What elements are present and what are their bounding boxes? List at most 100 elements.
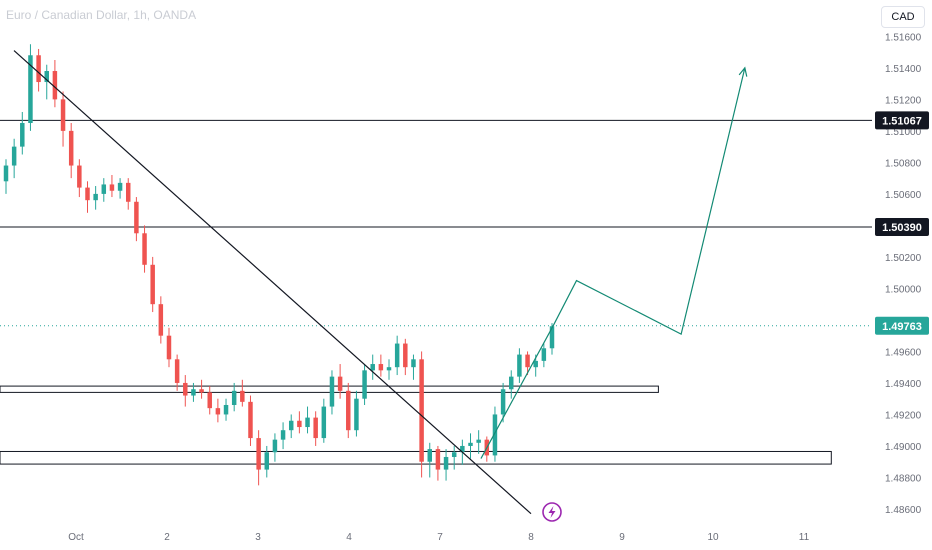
candle-body: [3, 165, 9, 182]
lightning-icon[interactable]: [542, 502, 562, 522]
candle-body: [451, 452, 457, 457]
candle-body: [240, 390, 245, 402]
candle-body: [36, 55, 41, 83]
candle-body: [362, 370, 367, 399]
svg-text:1.51067: 1.51067: [882, 115, 922, 127]
candle-body: [20, 123, 25, 147]
svg-text:1.50390: 1.50390: [882, 222, 922, 234]
candle-body: [158, 304, 164, 336]
time-tick-label: 11: [799, 532, 810, 543]
time-tick-label: 3: [255, 532, 261, 543]
candle-body: [492, 414, 498, 456]
candle-body: [337, 376, 343, 391]
time-tick-label: 7: [437, 532, 443, 543]
price-tick-label: 1.50000: [885, 284, 922, 295]
price-tick-label: 1.50800: [885, 158, 922, 169]
currency-button[interactable]: CAD: [881, 6, 925, 28]
last-price-label: 1.49763: [875, 316, 929, 335]
candle-body: [101, 184, 107, 194]
support-zones: [0, 385, 832, 465]
candle-body: [223, 404, 229, 415]
price-tick-label: 1.51200: [885, 95, 922, 106]
candle-body: [419, 359, 424, 462]
price-tick-label: 1.50600: [885, 190, 922, 201]
candle-body: [166, 335, 172, 360]
chart-title: Euro / Canadian Dollar, 1h, OANDA: [6, 8, 197, 22]
candle-body: [378, 364, 384, 371]
candle-body: [93, 193, 98, 201]
candle-body: [150, 264, 155, 305]
candle-body: [549, 326, 555, 349]
candle-body: [272, 439, 278, 453]
price-scale[interactable]: 1.51600 1.51400 1.51200 1.51000 1.50800 1.506…: [872, 0, 932, 528]
svg-text:1.49763: 1.49763: [882, 321, 922, 333]
price-tick-label: 1.51400: [885, 64, 922, 75]
candle-body: [435, 449, 441, 470]
candle-body: [207, 392, 212, 409]
time-tick-label: 8: [528, 532, 534, 543]
candle-body: [231, 390, 237, 405]
price-tick-label: 1.48800: [885, 473, 922, 484]
candle-body: [215, 408, 221, 415]
candle-body: [525, 354, 530, 368]
candle-body: [476, 439, 481, 443]
trendline: [13, 50, 532, 515]
candle-body: [533, 360, 538, 368]
support-zone: [0, 450, 832, 465]
time-tick-label: 2: [164, 532, 170, 543]
candle-body: [517, 354, 522, 377]
candle-body: [142, 233, 147, 265]
projection-line: [480, 67, 746, 459]
candle-body: [509, 376, 514, 390]
price-level-label: 1.50390: [875, 217, 929, 236]
candle-body: [403, 343, 408, 368]
candle-body: [460, 445, 465, 453]
candle-body: [11, 146, 17, 166]
price-tick-label: 1.51000: [885, 127, 922, 138]
candle-body: [321, 406, 327, 439]
candle-body: [280, 430, 286, 440]
time-tick-label: 9: [619, 532, 625, 543]
candle-body: [199, 389, 204, 393]
candle-body: [68, 130, 74, 166]
price-tick-label: 1.49000: [885, 442, 922, 453]
candle-body: [134, 201, 139, 234]
projection-path: [480, 66, 748, 459]
candle-body: [468, 442, 473, 446]
candle-body: [264, 452, 270, 470]
chart-plot-area[interactable]: [0, 0, 872, 528]
candle-body: [85, 187, 90, 201]
candle-body: [541, 348, 547, 361]
support-zone: [0, 385, 659, 393]
candle-body: [77, 165, 82, 188]
price-tick-label: 1.49600: [885, 347, 922, 358]
price-level-lines: [0, 119, 872, 228]
candlestick-series: [3, 44, 555, 486]
candle-body: [60, 99, 66, 131]
candle-body: [386, 367, 392, 371]
candle-body: [500, 389, 506, 415]
time-tick-label: 4: [346, 532, 352, 543]
time-tick-label: 10: [707, 532, 719, 543]
candle-body: [174, 359, 180, 383]
candle-body: [125, 182, 131, 202]
projection-arrowhead: [738, 66, 748, 77]
price-tick-label: 1.48600: [885, 505, 922, 516]
candle-body: [117, 182, 123, 191]
candle-body: [288, 420, 294, 431]
candle-body: [44, 71, 49, 83]
candle-body: [313, 417, 318, 439]
candle-body: [297, 420, 302, 428]
candle-body: [346, 390, 351, 431]
candle-body: [394, 343, 400, 368]
candle-body: [28, 55, 33, 124]
candle-body: [411, 359, 416, 368]
candle-body: [443, 456, 449, 470]
time-tick-label: Oct: [68, 532, 84, 543]
candle-body: [329, 376, 335, 407]
price-level-label: 1.51067: [875, 111, 929, 130]
candle-body: [305, 417, 310, 428]
time-scale[interactable]: Oct 2 3 4 7 8 9 10 11: [0, 528, 872, 550]
candle-body: [52, 71, 58, 100]
candle-body: [183, 382, 188, 396]
